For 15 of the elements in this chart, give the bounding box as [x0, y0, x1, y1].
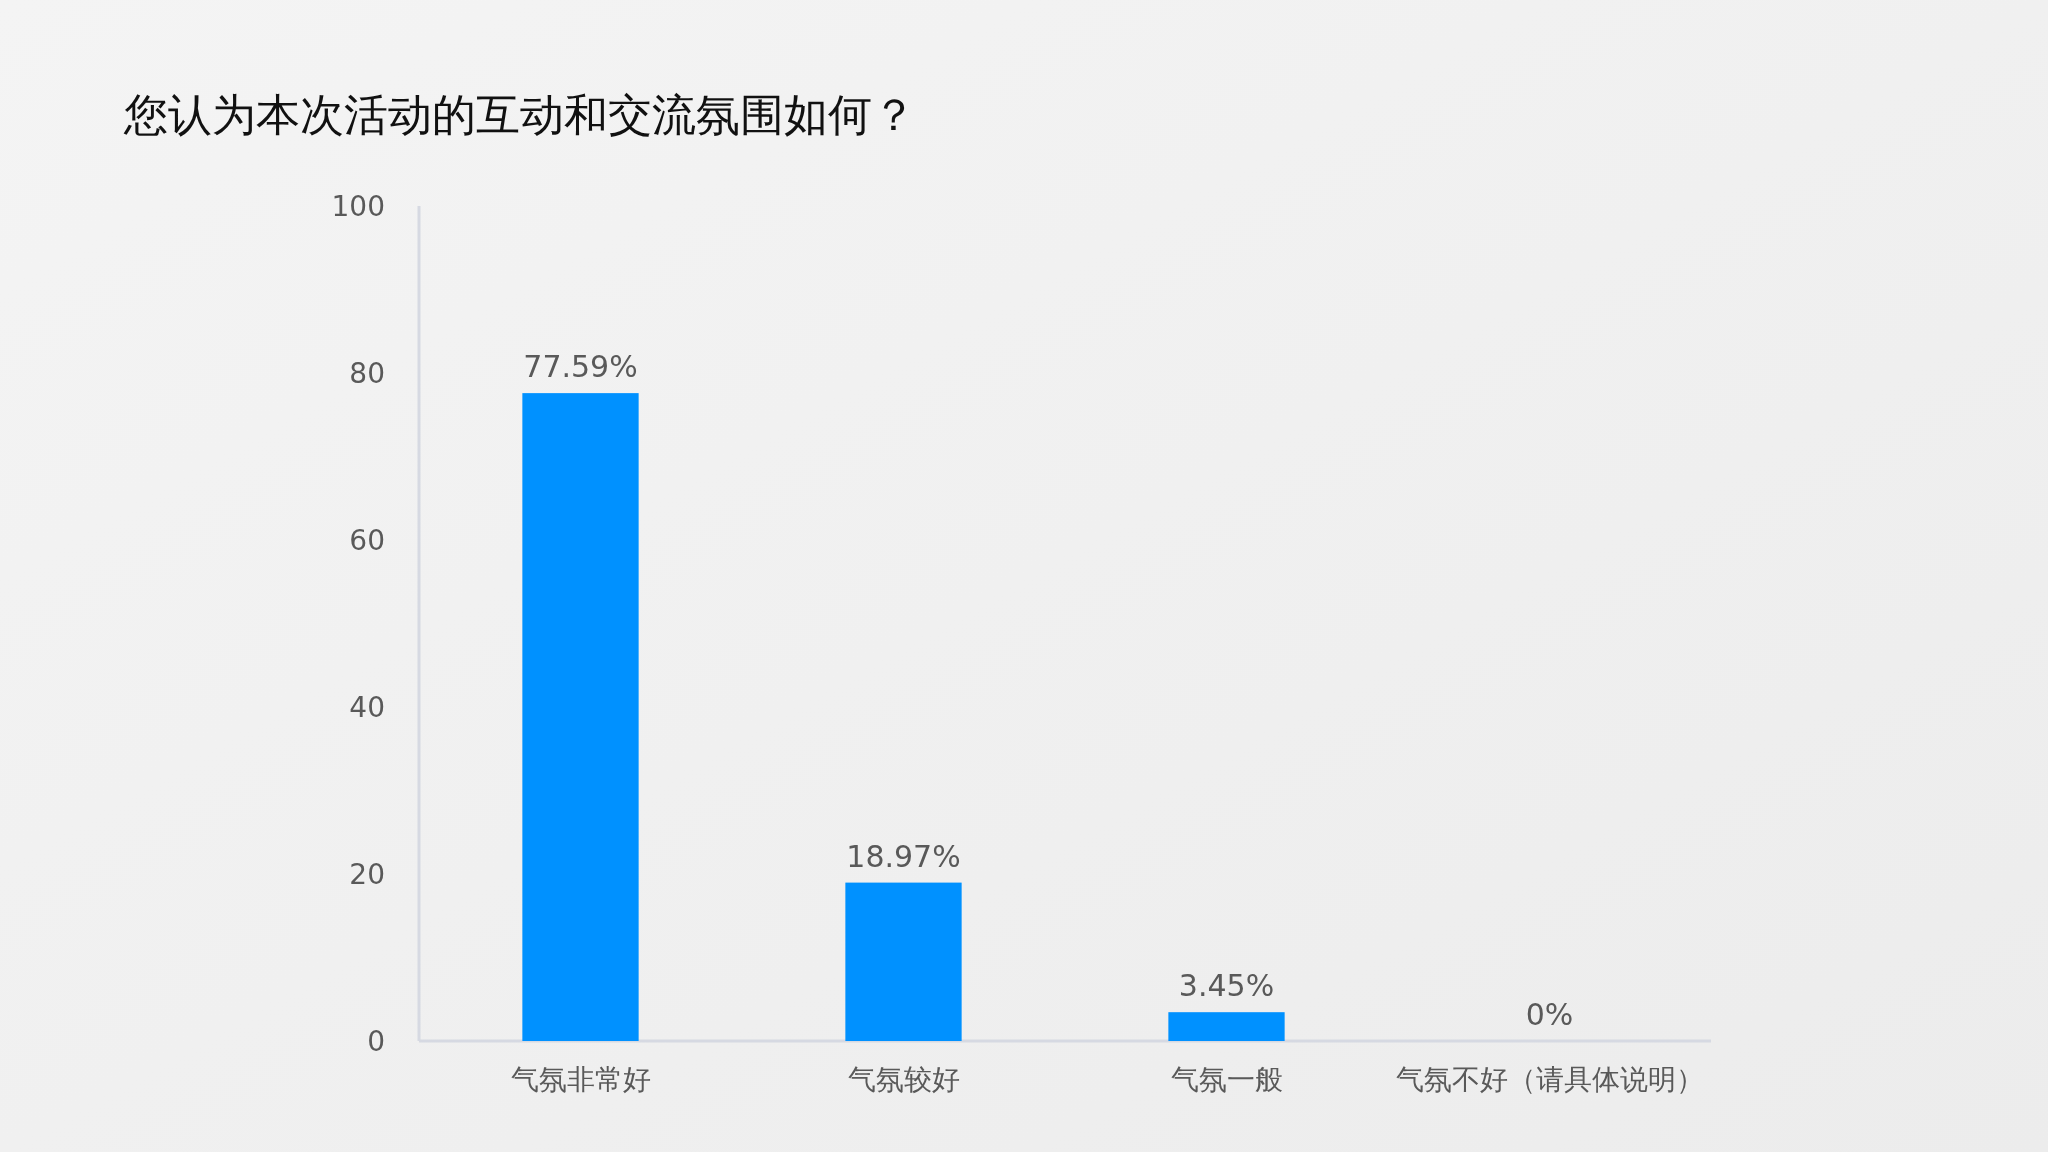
y-tick-label: 0: [367, 1025, 385, 1058]
data-label: 77.59%: [523, 349, 638, 385]
x-tick-label: 气氛不好（请具体说明）: [1395, 1063, 1704, 1096]
data-label: 0%: [1525, 997, 1574, 1032]
y-tick-label: 80: [349, 357, 385, 390]
y-tick-label: 100: [331, 190, 385, 223]
y-tick-label: 40: [349, 691, 385, 724]
x-tick-label: 气氛较好: [847, 1063, 960, 1096]
x-tick-label: 气氛一般: [1170, 1063, 1283, 1096]
data-label: 3.45%: [1178, 968, 1275, 1004]
y-tick-label: 60: [349, 524, 385, 557]
data-label: 18.97%: [846, 838, 961, 874]
title: 您认为本次活动的互动和交流氛围如何？: [124, 89, 916, 140]
x-tick-label: 气氛非常好: [510, 1063, 651, 1096]
y-tick-label: 20: [349, 858, 385, 891]
